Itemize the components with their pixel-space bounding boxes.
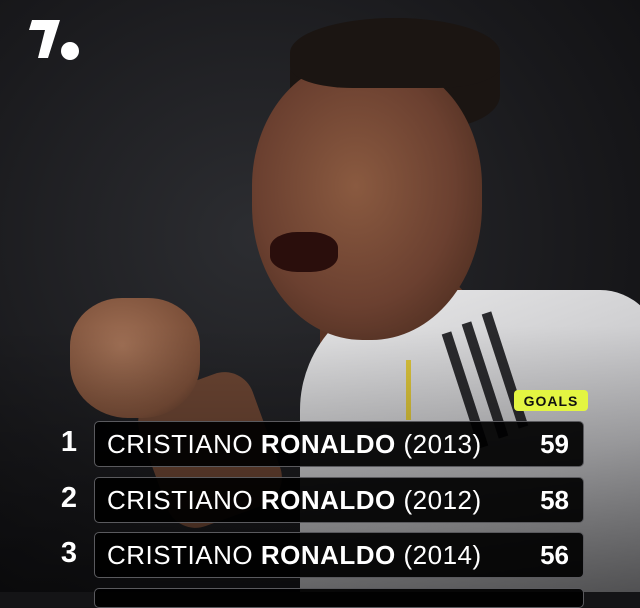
player-head xyxy=(252,60,482,340)
rank-number: 2 xyxy=(60,482,78,514)
player-hair-top xyxy=(290,18,500,88)
goals-value: 56 xyxy=(540,539,569,570)
player-name: CRISTIANO RONALDO (2013) xyxy=(107,429,482,460)
player-name: CRISTIANO RONALDO (2014) xyxy=(107,540,482,571)
goals-value: 58 xyxy=(540,484,569,515)
first-name: CRISTIANO xyxy=(107,428,254,459)
goals-value: 59 xyxy=(540,428,569,459)
season-year: (2012) xyxy=(403,484,482,515)
goals-badge: GOALS xyxy=(514,390,588,411)
season-year: (2013) xyxy=(403,428,482,459)
first-name: CRISTIANO xyxy=(107,539,254,570)
first-name: CRISTIANO xyxy=(107,484,254,515)
leaderboard-row: CRISTIANO RONALDO (2012) 58 xyxy=(94,477,584,523)
rank-number: 1 xyxy=(60,426,78,458)
season-year: (2014) xyxy=(403,539,482,570)
last-name: RONALDO xyxy=(260,428,396,459)
shirt-trim xyxy=(406,360,411,420)
brand-logo xyxy=(29,20,79,60)
last-name: RONALDO xyxy=(260,539,396,570)
leaderboard-row-partial xyxy=(94,588,584,608)
player-name: CRISTIANO RONALDO (2012) xyxy=(107,485,482,516)
rank-number: 3 xyxy=(60,537,78,569)
player-fist xyxy=(70,298,200,418)
player-mouth xyxy=(270,232,338,272)
last-name: RONALDO xyxy=(260,484,396,515)
leaderboard-row: CRISTIANO RONALDO (2013) 59 xyxy=(94,421,584,467)
leaderboard-row: CRISTIANO RONALDO (2014) 56 xyxy=(94,532,584,578)
